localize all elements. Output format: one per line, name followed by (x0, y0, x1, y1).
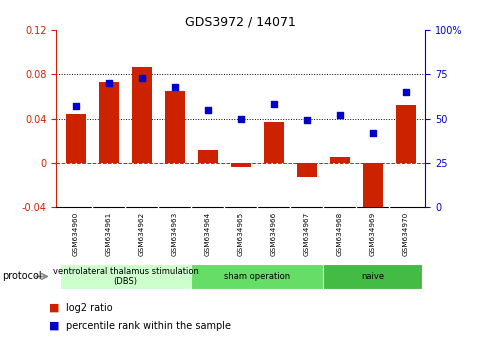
Point (138, 75, 145, 81)
Text: GSM634961: GSM634961 (106, 212, 112, 256)
Point (236, 116, 244, 121)
Point (203, 107, 211, 113)
Text: GSM634968: GSM634968 (336, 212, 342, 256)
Bar (60, 264, 191, 289)
Bar (362, 163, 382, 216)
Bar (329, 157, 349, 163)
Text: GSM634963: GSM634963 (172, 212, 178, 256)
Point (302, 118, 310, 123)
Bar (191, 264, 323, 289)
Text: ■: ■ (49, 303, 59, 313)
Text: GSM634965: GSM634965 (237, 212, 244, 256)
Text: GSM634969: GSM634969 (369, 212, 375, 256)
Text: GSM634962: GSM634962 (139, 212, 144, 256)
Text: GSM634964: GSM634964 (204, 212, 210, 256)
Text: ventrolateral thalamus stimulation
(DBS): ventrolateral thalamus stimulation (DBS) (52, 267, 198, 286)
Bar (323, 264, 421, 289)
Text: GSM634966: GSM634966 (270, 212, 276, 256)
Text: GSM634967: GSM634967 (303, 212, 309, 256)
Point (72, 103, 80, 109)
Bar (230, 163, 250, 167)
Point (335, 112, 343, 118)
Bar (99, 82, 119, 163)
Text: log2 ratio: log2 ratio (66, 303, 112, 313)
Bar (264, 122, 283, 163)
Text: sham operation: sham operation (224, 272, 290, 281)
Text: ■: ■ (49, 321, 59, 331)
Text: naive: naive (360, 272, 384, 281)
Title: GDS3972 / 14071: GDS3972 / 14071 (185, 16, 296, 29)
Point (105, 80, 113, 86)
Text: GSM634970: GSM634970 (402, 212, 408, 256)
Bar (66, 114, 86, 163)
Bar (198, 149, 217, 163)
Point (401, 89, 409, 95)
Point (269, 102, 277, 107)
Point (368, 130, 376, 136)
Point (171, 84, 179, 90)
Bar (296, 163, 316, 177)
Text: GSM634960: GSM634960 (73, 212, 79, 256)
Text: percentile rank within the sample: percentile rank within the sample (66, 321, 230, 331)
Bar (164, 91, 184, 163)
Text: protocol: protocol (2, 272, 42, 281)
Bar (132, 67, 151, 163)
Bar (395, 105, 415, 163)
